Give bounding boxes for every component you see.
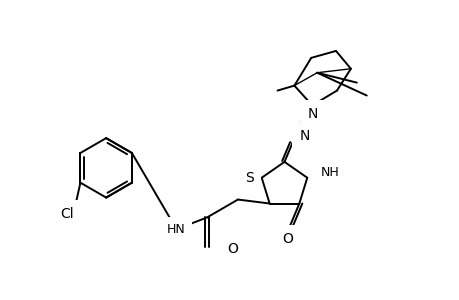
Text: O: O [227, 242, 238, 256]
Text: N: N [299, 129, 309, 143]
Text: Cl: Cl [61, 207, 74, 221]
Text: S: S [245, 171, 253, 185]
Text: N: N [307, 107, 317, 121]
Text: O: O [281, 232, 292, 246]
Text: NH: NH [320, 166, 339, 179]
Text: HN: HN [167, 223, 185, 236]
